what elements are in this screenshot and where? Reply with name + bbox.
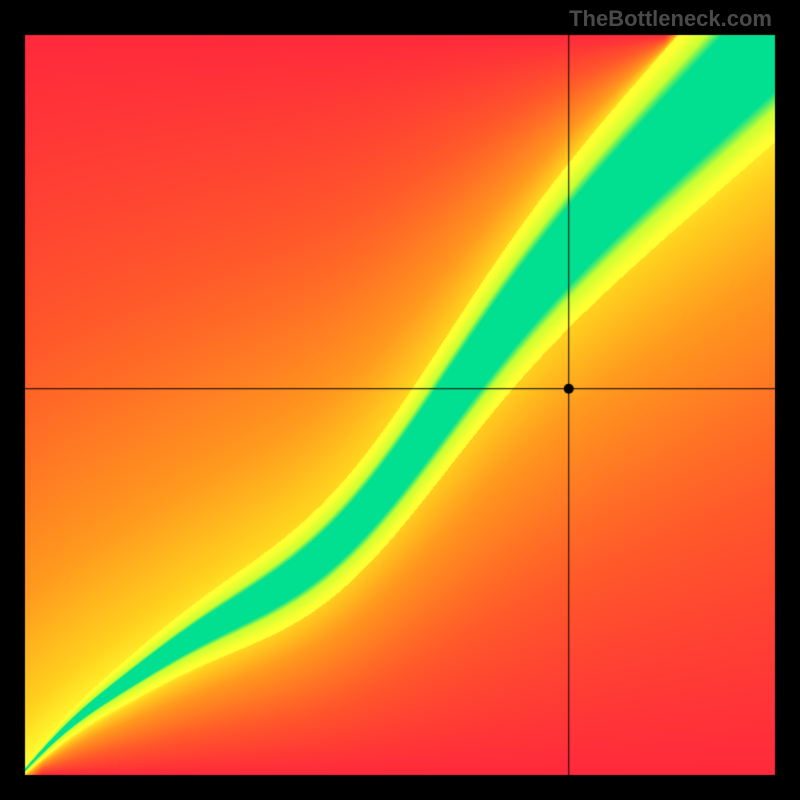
bottleneck-heatmap [0, 0, 800, 800]
watermark-text: TheBottleneck.com [569, 6, 772, 32]
chart-container: TheBottleneck.com [0, 0, 800, 800]
